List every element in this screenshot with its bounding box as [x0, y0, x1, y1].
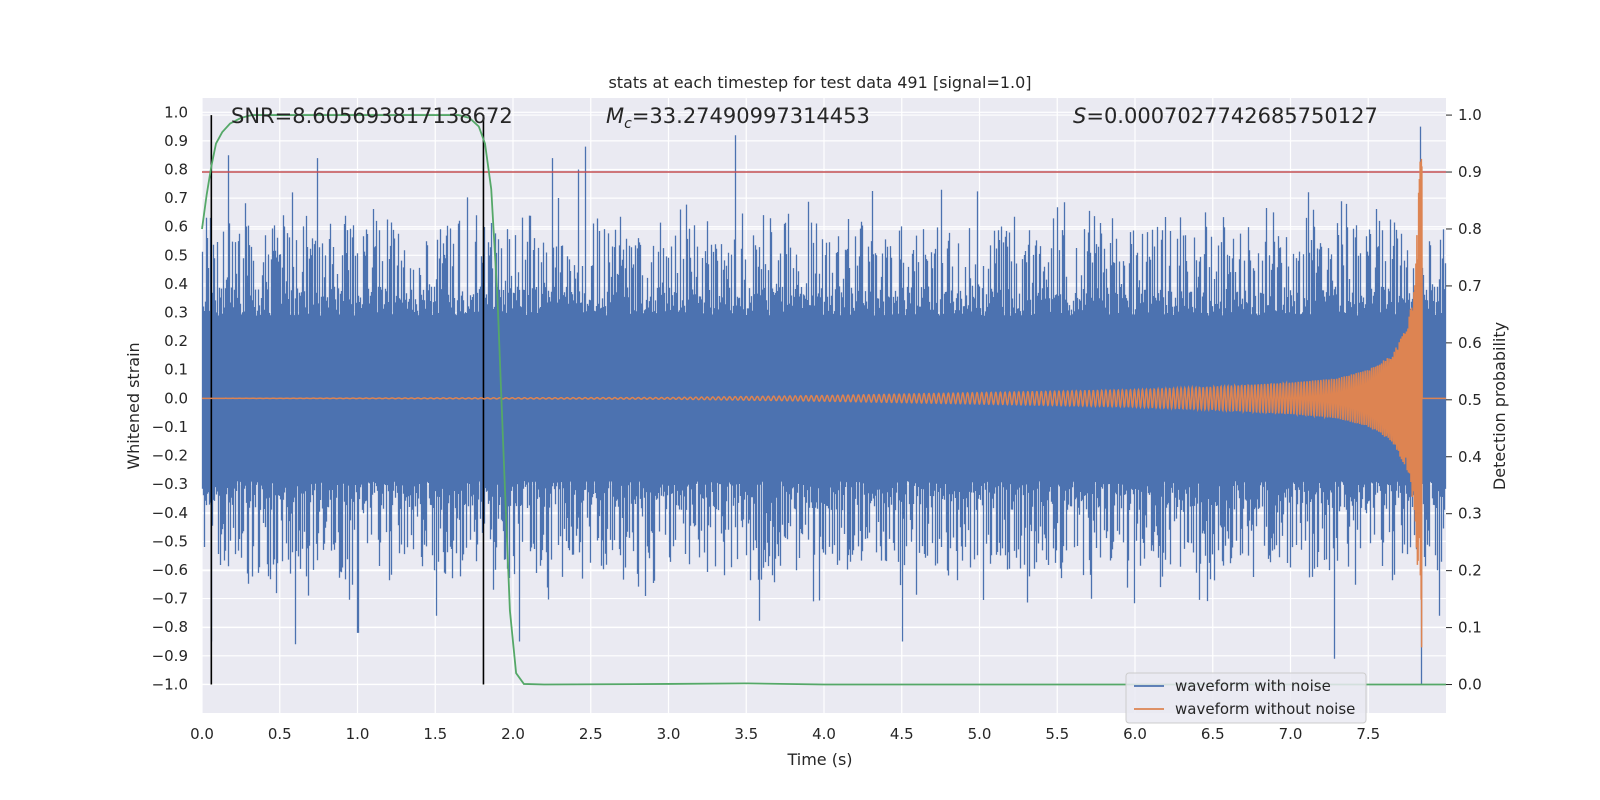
y-tick-label: −0.8 [152, 618, 188, 636]
y2-tick-label: 0.5 [1458, 391, 1482, 409]
x-tick-label: 2.5 [579, 725, 603, 743]
y-tick-label: −0.5 [152, 532, 188, 550]
s-symbol: S [1073, 104, 1086, 128]
y2-axis-label: Detection probability [1490, 322, 1509, 490]
detection-probability-line [201, 114, 1446, 686]
x-tick-label: 1.5 [423, 725, 447, 743]
chirp-mass-symbol: M [606, 104, 624, 128]
y-tick-label: 0.6 [164, 218, 188, 236]
legend-box [1125, 672, 1367, 724]
y-tick-label: −0.4 [152, 504, 188, 522]
y-tick-label: 1.0 [164, 103, 188, 121]
y-tick-label: −0.3 [152, 475, 188, 493]
chirp-mass-value: =33.27490997314453 [632, 104, 870, 128]
x-tick-label: 6.5 [1201, 725, 1225, 743]
y2-tick-label: 0.7 [1458, 277, 1482, 295]
y2-tick-label: 1.0 [1458, 106, 1482, 124]
x-tick-label: 5.0 [968, 725, 992, 743]
y-tick-label: 0.2 [164, 332, 188, 350]
legend-label-clean: waveform without noise [1175, 700, 1355, 718]
x-tick-label: 0.5 [268, 725, 292, 743]
y-tick-labels: 1.0 0.9 0.8 0.7 0.6 0.5 0.4 0.3 0.2 0.1 0.0 −0.1 −0.… [152, 103, 188, 693]
y-axis-label: Whitened strain [124, 342, 143, 469]
y2-tick-labels: 0.0 0.1 0.2 0.3 0.4 0.5 0.6 0.7 0.8 0.9 1.0 [1446, 106, 1482, 694]
s-value: =0.0007027742685750127 [1086, 104, 1378, 128]
y-tick-label: −1.0 [152, 675, 188, 693]
y2-tick-label: 0.6 [1458, 334, 1482, 352]
y2-tick-label: 0.3 [1458, 505, 1482, 523]
y-tick-label: 0.7 [164, 189, 188, 207]
chirp-mass-annotation: Mc=33.27490997314453 [606, 104, 870, 132]
y-tick-label: −0.9 [152, 647, 188, 665]
x-tick-label: 3.0 [657, 725, 681, 743]
s-annotation: S=0.0007027742685750127 [1073, 104, 1378, 128]
y2-tick-label: 0.2 [1458, 562, 1482, 580]
boundary-vertical-lines [210, 115, 485, 685]
x-axis-label: Time (s) [786, 750, 852, 769]
x-tick-label: 0.0 [190, 725, 214, 743]
y-tick-label: 0.0 [164, 389, 188, 407]
chart-title: stats at each timestep for test data 491… [608, 73, 1031, 92]
x-tick-label: 4.0 [812, 725, 836, 743]
y-tick-label: −0.7 [152, 590, 188, 608]
y-tick-label: −0.6 [152, 561, 188, 579]
y-tick-label: 0.5 [164, 246, 188, 264]
legend-label-noise: waveform with noise [1175, 677, 1331, 695]
y-tick-label: −0.2 [152, 447, 188, 465]
waveform-without-noise-line [202, 158, 1446, 648]
y-tick-label: 0.1 [164, 361, 188, 379]
y-tick-label: −0.1 [152, 418, 188, 436]
snr-annotation: SNR=8.605693817138672 [231, 104, 513, 128]
y-tick-label: 0.3 [164, 304, 188, 322]
y2-tick-label: 0.1 [1458, 619, 1482, 637]
y-tick-label: 0.4 [164, 275, 188, 293]
legend: waveform with noise waveform without noi… [1125, 672, 1367, 724]
x-tick-label: 4.5 [890, 725, 914, 743]
y2-tick-label: 0.8 [1458, 220, 1482, 238]
y2-tick-label: 0.0 [1458, 676, 1482, 694]
y2-tick-label: 0.9 [1458, 163, 1482, 181]
x-tick-label: 7.0 [1279, 725, 1303, 743]
x-tick-label: 6.0 [1123, 725, 1147, 743]
chirp-mass-subscript: c [624, 116, 632, 132]
x-tick-label: 2.0 [501, 725, 525, 743]
x-tick-label: 1.0 [346, 725, 370, 743]
y-tick-label: 0.9 [164, 132, 188, 150]
y-tick-label: 0.8 [164, 161, 188, 179]
y2-tick-label: 0.4 [1458, 448, 1482, 466]
x-tick-label: 7.5 [1356, 725, 1380, 743]
x-tick-labels: 0.0 0.5 1.0 1.5 2.0 2.5 3.0 3.5 4.0 4.5 5.0 5.5 6.0 6… [190, 725, 1380, 743]
x-tick-label: 5.5 [1045, 725, 1069, 743]
x-tick-label: 3.5 [734, 725, 758, 743]
